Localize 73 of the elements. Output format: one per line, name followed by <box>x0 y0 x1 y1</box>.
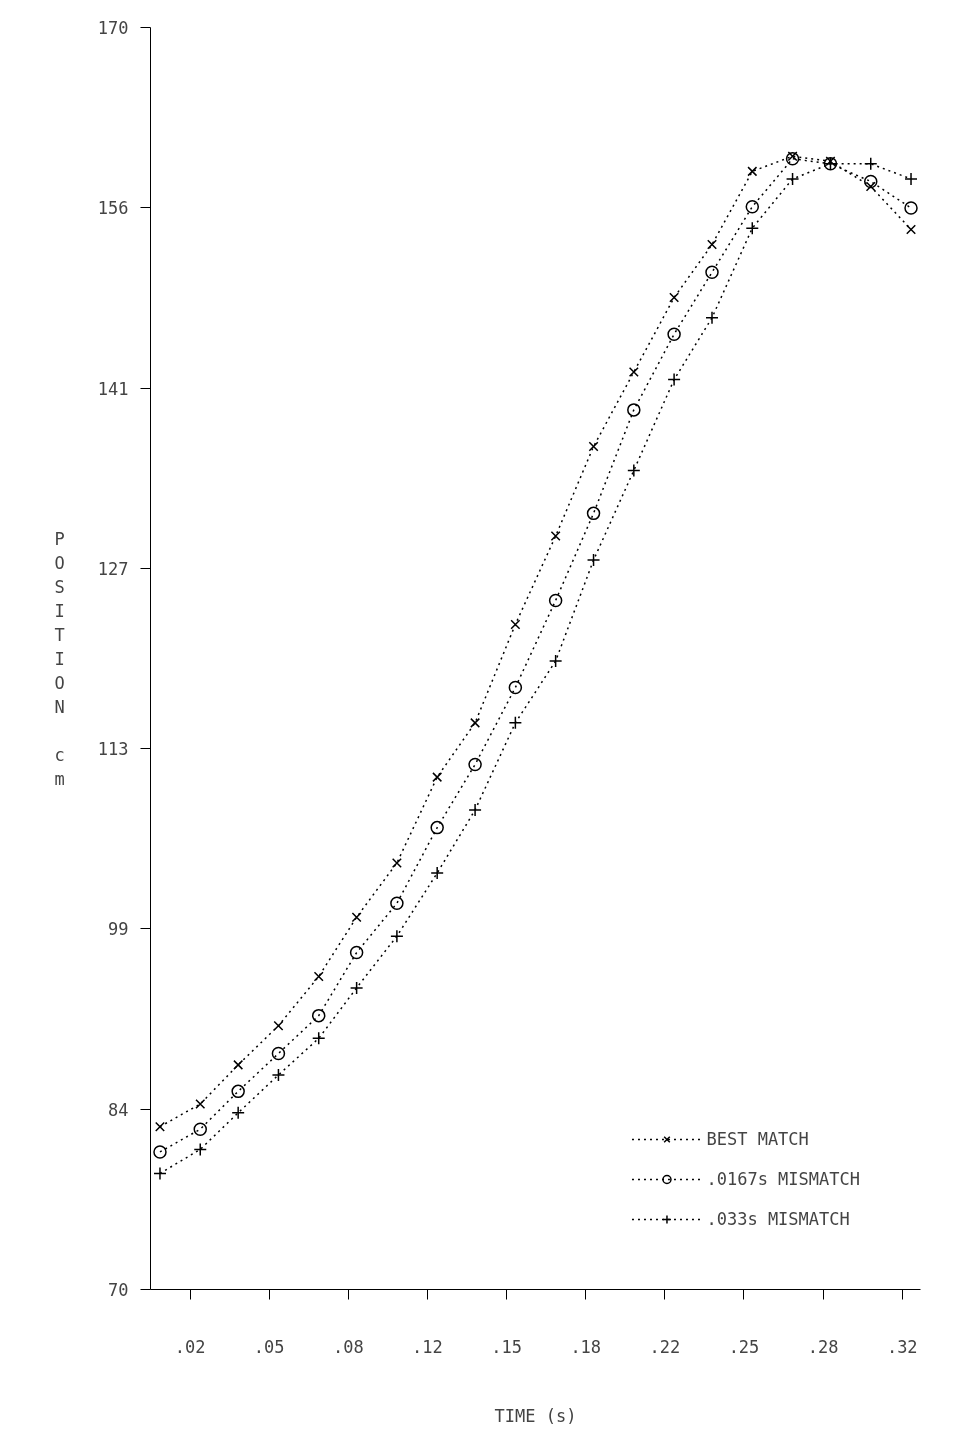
point <box>508 680 523 695</box>
point <box>785 152 800 166</box>
point <box>154 1121 165 1132</box>
point <box>233 1059 244 1070</box>
legend-label: .033s MISMATCH <box>706 1209 850 1229</box>
point <box>586 553 601 567</box>
point <box>508 716 523 730</box>
point <box>391 857 402 868</box>
x-tick-label: .02 <box>174 1336 206 1357</box>
y-tick-label: 156 <box>97 198 129 219</box>
point <box>430 820 444 835</box>
point <box>627 403 641 417</box>
legend-label: .0167s MISMATCH <box>706 1169 860 1189</box>
point <box>273 1020 284 1031</box>
point <box>193 1142 207 1157</box>
point <box>707 239 717 250</box>
point <box>705 265 719 280</box>
x-tick-label: .05 <box>253 1336 285 1357</box>
point <box>667 327 681 341</box>
point <box>195 1098 206 1109</box>
point <box>745 199 760 214</box>
point <box>468 757 482 772</box>
point <box>627 463 641 478</box>
point <box>311 1008 326 1023</box>
point <box>193 1122 207 1136</box>
point <box>628 367 639 378</box>
y-tick-label: 141 <box>97 378 129 399</box>
point <box>785 172 800 186</box>
point <box>470 717 481 728</box>
point <box>548 593 563 608</box>
y-tick-label: 99 <box>108 919 129 940</box>
point <box>747 166 758 177</box>
point <box>153 1166 167 1181</box>
point <box>349 945 364 960</box>
x-axis-title: TIME (s) <box>494 1405 577 1426</box>
point <box>313 971 324 982</box>
y-tick-label: 127 <box>97 558 129 579</box>
point <box>153 1145 167 1159</box>
point <box>588 441 599 452</box>
point <box>667 372 681 387</box>
point <box>351 912 362 923</box>
point <box>271 1046 286 1061</box>
point <box>865 181 876 192</box>
point <box>231 1084 245 1099</box>
point <box>349 981 364 995</box>
point <box>904 201 918 215</box>
point <box>311 1031 326 1046</box>
point <box>906 224 917 235</box>
point <box>864 174 878 189</box>
point <box>510 619 521 630</box>
x-tick-label: .18 <box>570 1336 602 1357</box>
legend-label: BEST MATCH <box>706 1129 809 1149</box>
x-tick-label: .15 <box>491 1336 522 1357</box>
point <box>271 1068 286 1082</box>
x-tick-label: .12 <box>412 1336 443 1357</box>
point <box>550 531 561 542</box>
point <box>390 896 404 911</box>
y-tick-label: 170 <box>97 18 129 38</box>
x-tick-label: .32 <box>886 1336 918 1357</box>
point <box>825 156 836 167</box>
point <box>586 506 601 521</box>
y-tick-label: 113 <box>97 739 129 760</box>
point <box>787 151 798 162</box>
text: POSITION cm <box>54 528 65 789</box>
point <box>432 772 443 783</box>
x-tick-label: .22 <box>649 1336 681 1357</box>
point <box>548 654 563 668</box>
x-tick-label: .28 <box>807 1336 839 1357</box>
point <box>669 292 680 303</box>
y-tick-label: 84 <box>108 1099 129 1120</box>
y-tick-label: 70 <box>108 1280 129 1300</box>
x-tick-label: .25 <box>728 1336 760 1357</box>
x-tick-label: .08 <box>332 1336 364 1357</box>
